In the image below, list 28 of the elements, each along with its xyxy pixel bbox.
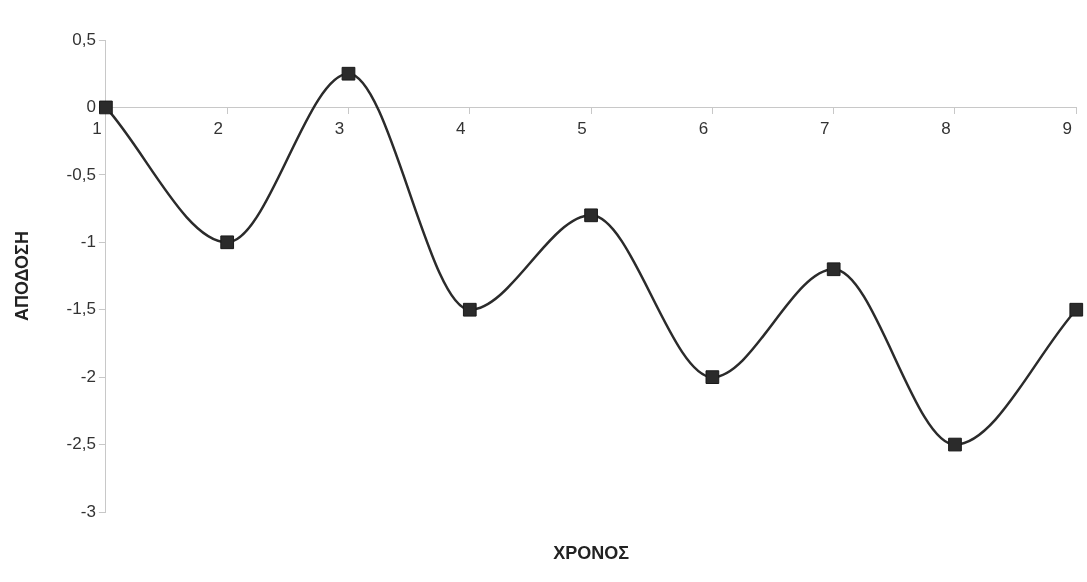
x-tick-label: 5	[577, 119, 587, 139]
x-axis-title: ΧΡΟΝΟΣ	[553, 542, 630, 563]
x-tick-label: 6	[698, 119, 709, 139]
y-tick-label: -0,5	[66, 164, 96, 184]
point	[462, 302, 477, 317]
y-tick-label: -1,5	[66, 299, 96, 319]
point	[1069, 302, 1084, 317]
y-tick-label: 0,5	[72, 29, 96, 49]
point	[220, 235, 235, 250]
point	[341, 66, 356, 81]
x-tick-label: 9	[1062, 119, 1073, 139]
y-axis-title: ΑΠΟΔΟΣΗ	[11, 231, 32, 321]
y-tick-label: -2,5	[66, 434, 96, 454]
y-tick-label: -1	[80, 231, 96, 251]
point	[584, 208, 598, 223]
y-tick-label: -2	[80, 366, 96, 386]
x-tick-label: 8	[941, 119, 951, 139]
point	[948, 437, 962, 452]
point	[99, 100, 113, 115]
x-tick-label: 3	[334, 119, 345, 139]
x-tick-label: 7	[819, 119, 830, 139]
x-tick-label: 4	[456, 119, 466, 139]
y-tick-label: -3	[80, 501, 96, 521]
x-tick-label: 1	[92, 119, 102, 139]
y-tick-label: 0	[86, 97, 96, 117]
point	[826, 262, 841, 277]
point	[705, 370, 720, 385]
x-tick-label: 2	[213, 119, 223, 139]
